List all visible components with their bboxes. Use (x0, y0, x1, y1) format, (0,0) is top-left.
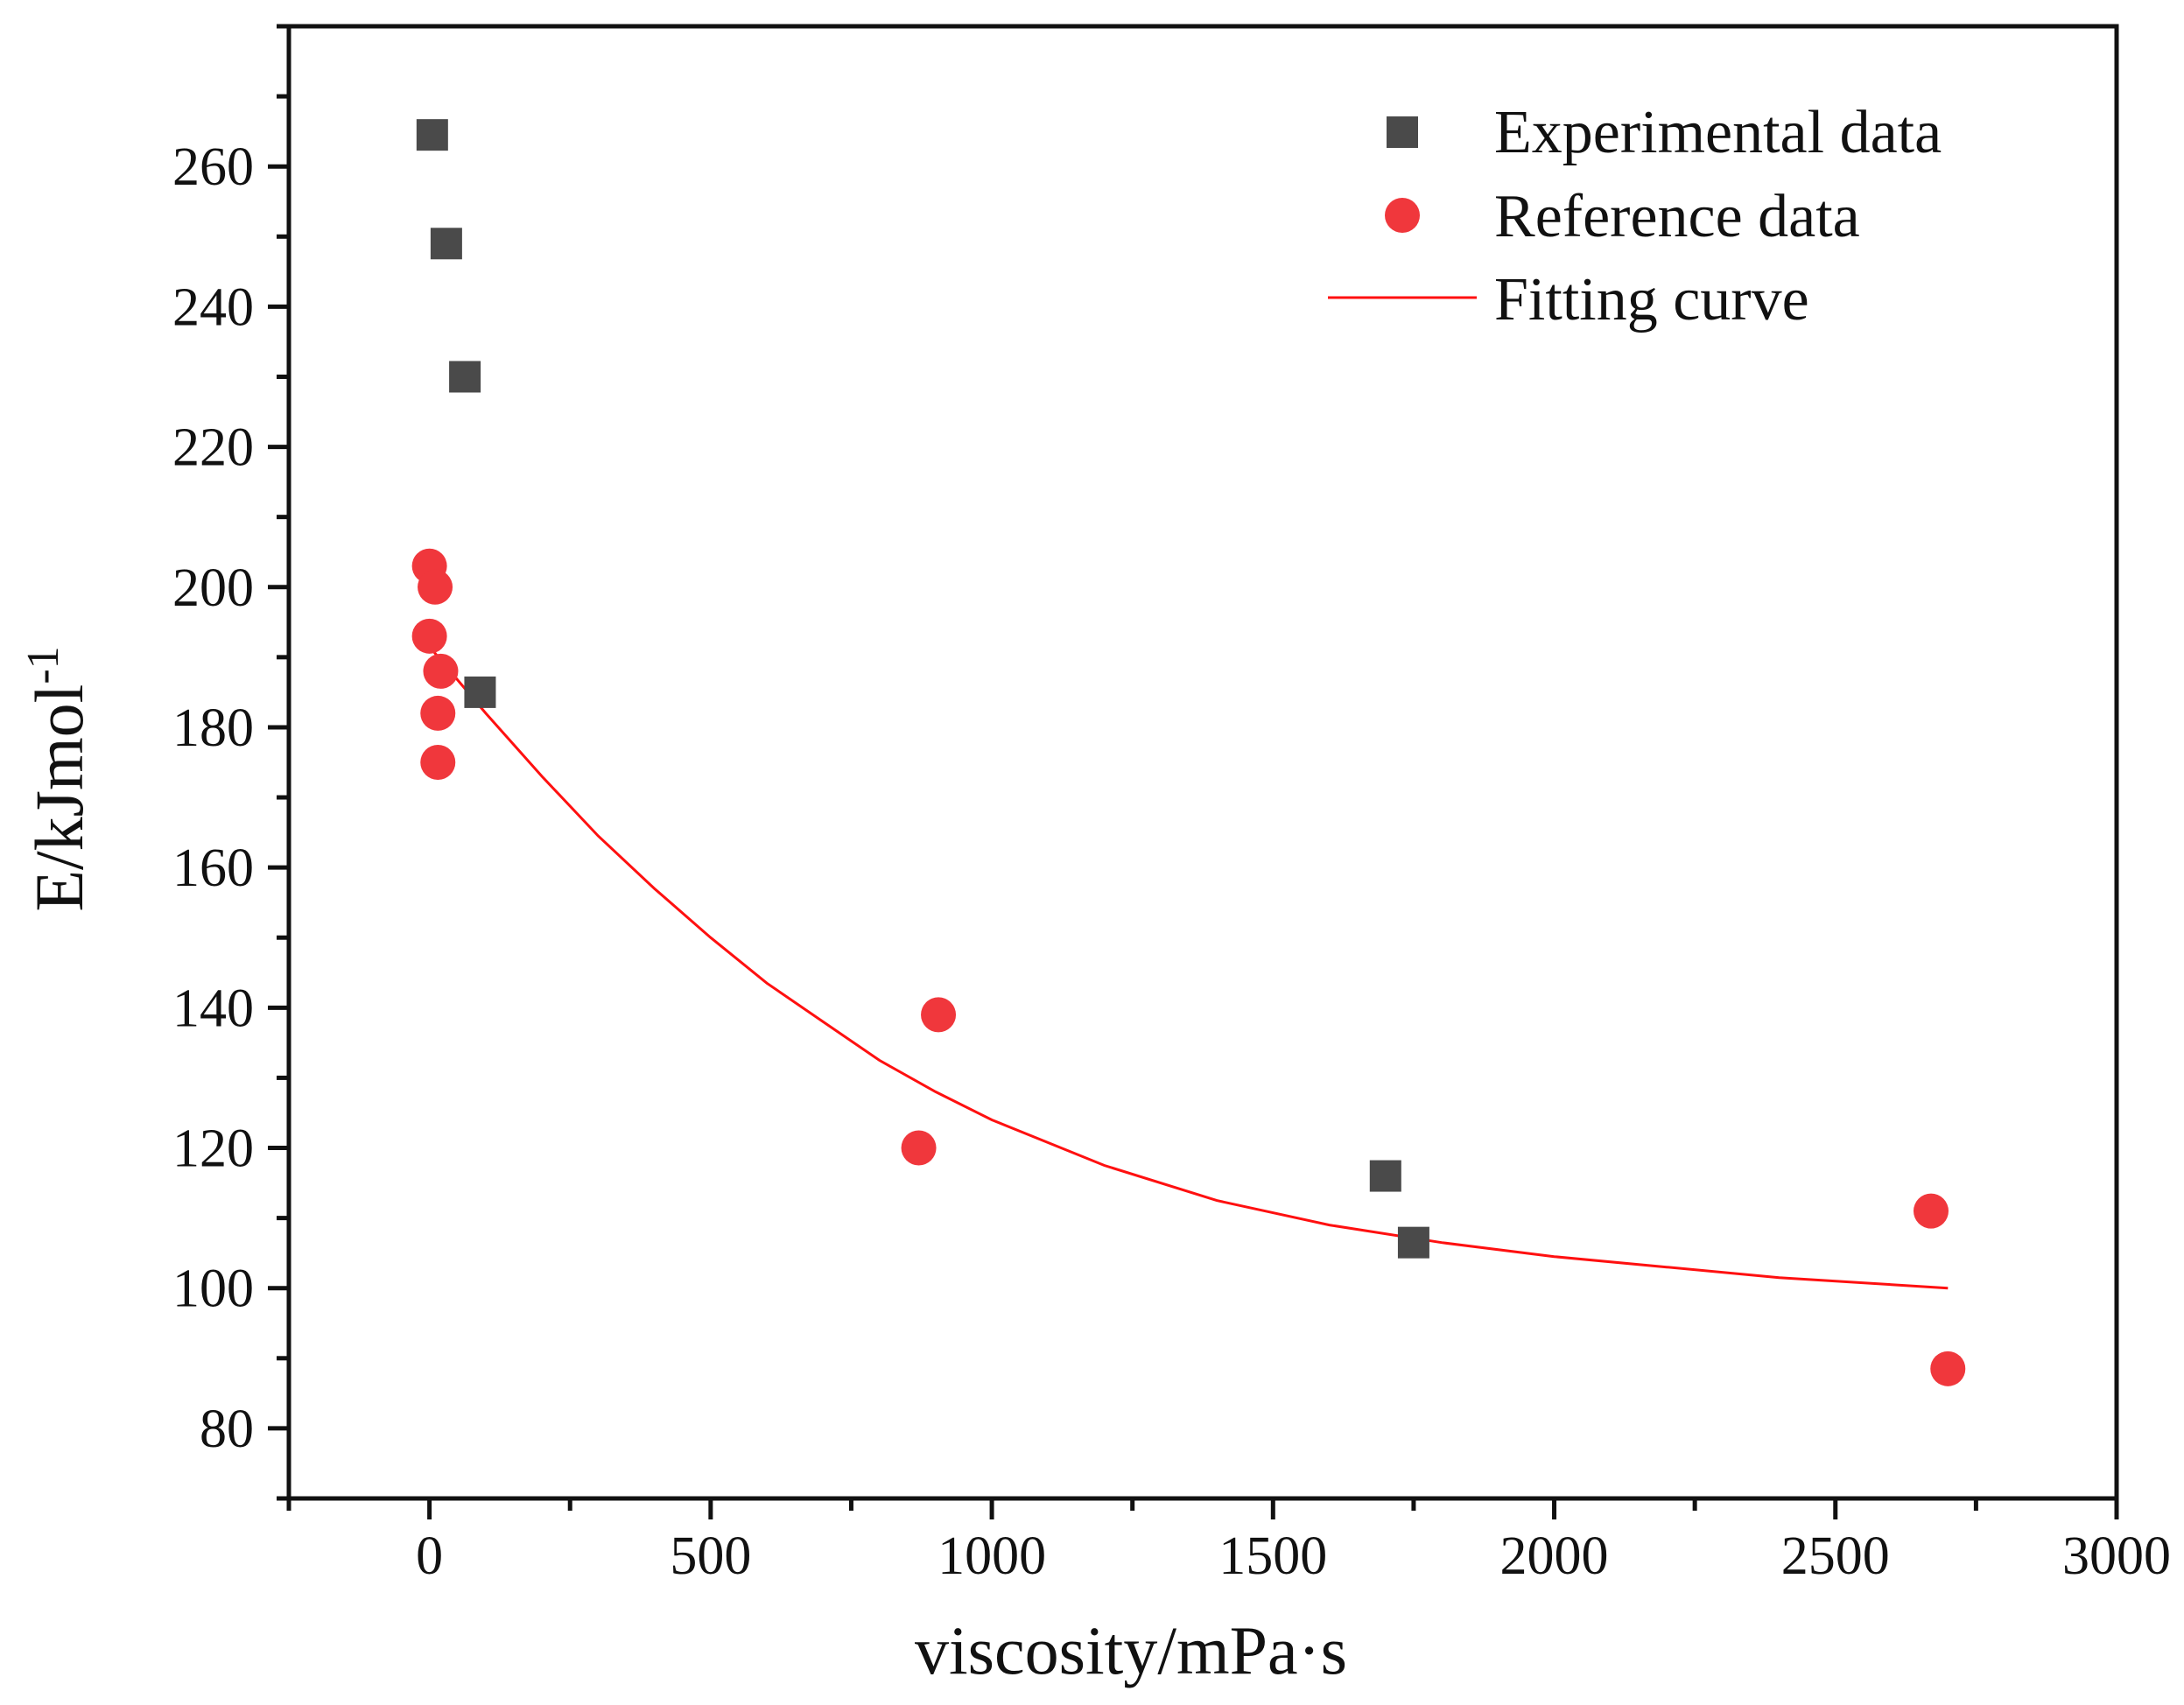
y-axis-title-superscript: -1 (18, 646, 68, 684)
x-tick-label: 1500 (1218, 1526, 1327, 1586)
reference-data-point (1930, 1351, 1966, 1386)
x-tick-label: 0 (416, 1526, 443, 1586)
y-tick-label: 180 (172, 698, 254, 758)
reference-data-point (418, 569, 453, 605)
x-tick-label: 2000 (1500, 1526, 1609, 1586)
legend-label-fit: Fitting curve (1494, 266, 1809, 333)
legend-label-experimental: Experimental data (1494, 99, 1942, 166)
x-tick-label: 1000 (938, 1526, 1046, 1586)
experimental-data-point (449, 361, 481, 393)
reference-data-point (423, 653, 459, 689)
data-markers (411, 119, 1966, 1386)
legend: Experimental data Reference data Fitting… (1328, 99, 1942, 333)
experimental-data-point (464, 676, 496, 708)
y-tick-label: 200 (172, 558, 254, 618)
legend-marker-reference (1385, 198, 1420, 233)
y-tick-label: 260 (172, 137, 254, 197)
x-axis-title: viscosity/mPa·s (915, 1612, 1347, 1688)
x-tick-label: 500 (670, 1526, 751, 1586)
x-tick-label: 2500 (1781, 1526, 1890, 1586)
y-tick-label: 160 (172, 838, 254, 898)
reference-data-point (420, 745, 456, 780)
reference-data-point (1913, 1193, 1949, 1229)
legend-label-reference: Reference data (1494, 183, 1860, 250)
reference-data-point (921, 997, 957, 1033)
y-tick-label: 140 (172, 979, 254, 1038)
experimental-data-point (1369, 1160, 1401, 1192)
y-tick-label: 220 (172, 418, 254, 478)
y-axis-title-main: E/kJmol (21, 684, 97, 912)
experimental-data-point (416, 119, 448, 151)
reference-data-point (411, 618, 447, 654)
experimental-data-point (430, 228, 462, 260)
y-tick-label: 120 (172, 1119, 254, 1179)
y-tick-label: 100 (172, 1259, 254, 1319)
y-axis-ticks: 80 100 120 140 160 180 200 220 240 260 (172, 24, 289, 1501)
y-axis-title: E/kJmol-1 (18, 646, 97, 911)
legend-marker-experimental (1387, 116, 1418, 148)
experimental-data-point (1397, 1226, 1429, 1259)
axes (286, 24, 2119, 1501)
x-axis-ticks: 0 500 1000 1500 2000 2500 3000 (286, 1498, 2171, 1586)
fitting-curve-series (428, 645, 1949, 1290)
reference-data-point (420, 695, 456, 731)
y-tick-label: 240 (172, 277, 254, 337)
plot-frame (286, 24, 2119, 1501)
x-tick-label: 3000 (2062, 1526, 2171, 1586)
y-tick-label: 80 (200, 1400, 254, 1459)
reference-data-point (901, 1130, 937, 1166)
fitting-curve-line (428, 645, 1949, 1290)
